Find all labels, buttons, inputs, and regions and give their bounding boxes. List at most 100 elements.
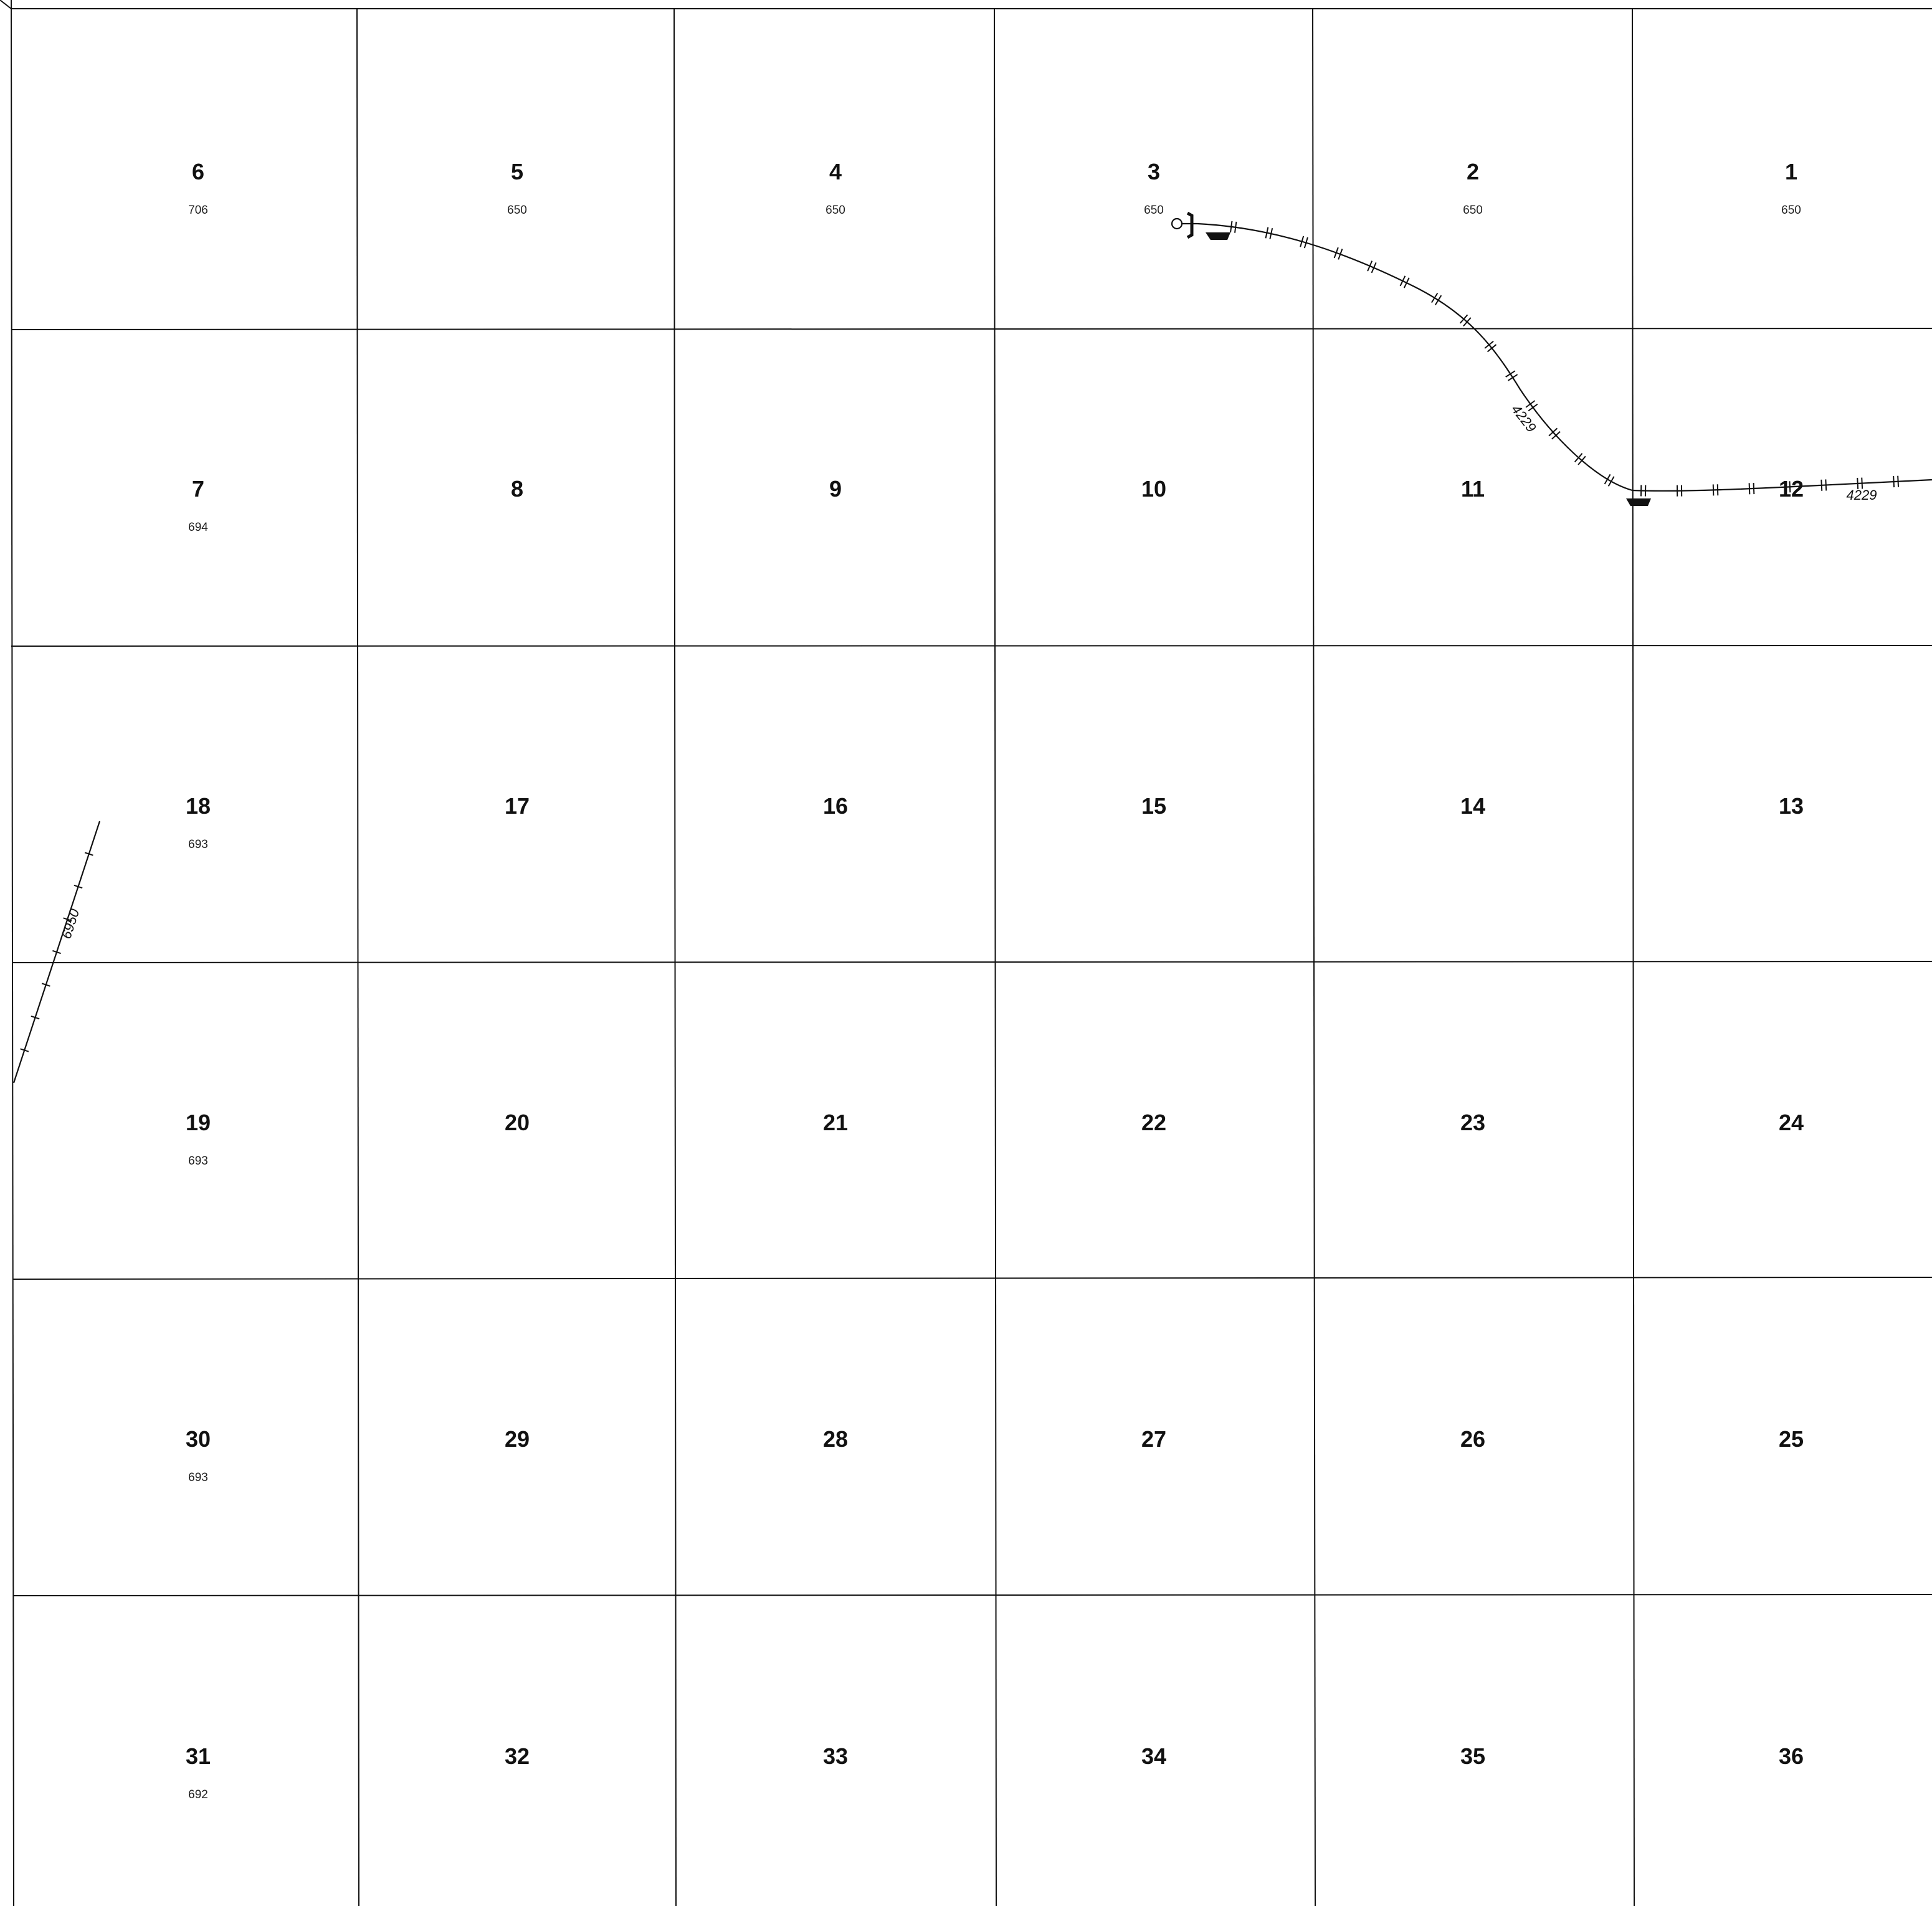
section-number: 7: [192, 476, 204, 502]
section-number: 5: [511, 159, 523, 184]
section-number: 1: [1785, 159, 1797, 184]
map-corner-mark: [0, 0, 12, 9]
railroad-tie: [1548, 427, 1558, 437]
section-number: 18: [186, 793, 211, 819]
map-left-border: [11, 0, 14, 1906]
railroad-tie: [1789, 481, 1791, 493]
railroad-tie: [1712, 484, 1715, 496]
railroad-tie: [41, 983, 50, 987]
section-number: 11: [1461, 476, 1485, 502]
section-subnumber: 692: [188, 1788, 208, 1801]
railroad-tie: [1431, 292, 1439, 303]
railroad-tie: [1507, 374, 1518, 381]
section-number: 31: [186, 1743, 211, 1769]
grid-row-line: [12, 961, 1932, 963]
section-number: 15: [1141, 793, 1166, 819]
railroad-tie: [1230, 221, 1233, 232]
section-subnumber: 693: [188, 838, 208, 851]
section-number: 16: [823, 793, 848, 819]
railroad-tie: [52, 950, 61, 955]
railroad-main-line: 4229 4229: [1171, 211, 1932, 506]
section-number: 36: [1779, 1743, 1804, 1769]
railroad-tie: [1367, 260, 1373, 272]
railroad-tie: [1487, 344, 1497, 353]
grid-row-line: [13, 1594, 1932, 1596]
railroad-tie: [1484, 340, 1494, 349]
railroad-tie: [1857, 477, 1859, 489]
railroad-tie: [1300, 236, 1305, 247]
section-number: 10: [1141, 476, 1166, 502]
section-subnumber: 693: [188, 1471, 208, 1484]
section-number: 9: [829, 476, 842, 502]
section-number: 26: [1460, 1426, 1485, 1452]
grid-row-line: [11, 328, 1932, 330]
section-subnumber: 650: [1144, 204, 1164, 217]
section-subnumber: 650: [1463, 204, 1483, 217]
section-number: 20: [505, 1110, 530, 1135]
grid-col-line: [673, 8, 677, 1906]
section-number: 35: [1460, 1743, 1485, 1769]
railroad-tie: [1604, 474, 1611, 485]
section-subnumber: 650: [826, 204, 845, 217]
railroad-tie: [1574, 453, 1583, 462]
section-number: 33: [823, 1743, 848, 1769]
boat-icon: [1626, 498, 1651, 506]
railroad-tie: [84, 852, 93, 856]
section-number: 8: [511, 476, 523, 502]
section-labels: 6 706 5 650 4 650 3 650 2 650 1 650 7 694 8 9 10 11 12 18 69…: [186, 159, 1804, 1801]
railroad-tie: [1893, 476, 1895, 488]
section-number: 21: [823, 1110, 848, 1135]
section-number: 30: [186, 1426, 211, 1452]
railroad-tie: [1784, 481, 1787, 493]
grid-col-line: [1312, 8, 1316, 1906]
grid-col-line: [356, 8, 359, 1906]
railroad-tie: [1577, 455, 1586, 465]
railroad-tie: [1820, 479, 1823, 491]
railroad-west-line: 6950: [12, 821, 101, 1084]
section-number: 24: [1779, 1110, 1804, 1135]
grid-row-line: [12, 1277, 1932, 1280]
section-number: 23: [1460, 1110, 1485, 1135]
railroad-tie: [1333, 247, 1339, 259]
section-number: 12: [1779, 476, 1804, 502]
railroad-tie: [1265, 227, 1269, 239]
grid-col-line: [1632, 8, 1635, 1906]
railroad-west-ticks: [20, 852, 93, 1052]
section-subnumber: 693: [188, 1155, 208, 1168]
section-subnumber: 694: [188, 521, 208, 534]
section-number: 28: [823, 1426, 848, 1452]
railroad-tie: [31, 1015, 40, 1020]
railroad-tie: [1525, 400, 1536, 408]
railroad-tie: [1459, 314, 1468, 324]
railroad-tie: [1607, 476, 1615, 487]
railroad-tie: [1234, 221, 1237, 233]
railroad-tie: [1434, 295, 1442, 305]
section-number: 29: [505, 1426, 530, 1452]
section-number: 32: [505, 1743, 530, 1769]
section-number: 19: [186, 1110, 211, 1135]
railroad-terminal-symbol: [1171, 211, 1230, 240]
section-subnumber: 706: [188, 204, 208, 217]
section-number: 6: [192, 159, 204, 184]
route-label-6950: 6950: [58, 907, 82, 941]
end-bracket-icon: [1186, 211, 1194, 239]
railroad-tie: [1551, 431, 1561, 440]
railroad-tie: [74, 884, 83, 889]
station-circle-icon: [1171, 217, 1183, 230]
railroad-tie: [1748, 483, 1751, 495]
railroad-tie: [1399, 275, 1406, 287]
section-number: 13: [1779, 793, 1804, 819]
railroad-tie: [1303, 237, 1308, 249]
section-number: 27: [1141, 1426, 1166, 1452]
railroad-tie: [1269, 227, 1273, 240]
grid-col-line: [994, 8, 997, 1906]
section-number: 2: [1467, 159, 1479, 184]
section-number: 17: [505, 793, 530, 819]
railroad-tie: [1825, 479, 1827, 491]
railroad-tie: [1403, 277, 1410, 288]
route-label-4229-east: 4229: [1847, 487, 1877, 503]
section-number: 14: [1460, 793, 1485, 819]
section-number: 3: [1148, 159, 1160, 184]
